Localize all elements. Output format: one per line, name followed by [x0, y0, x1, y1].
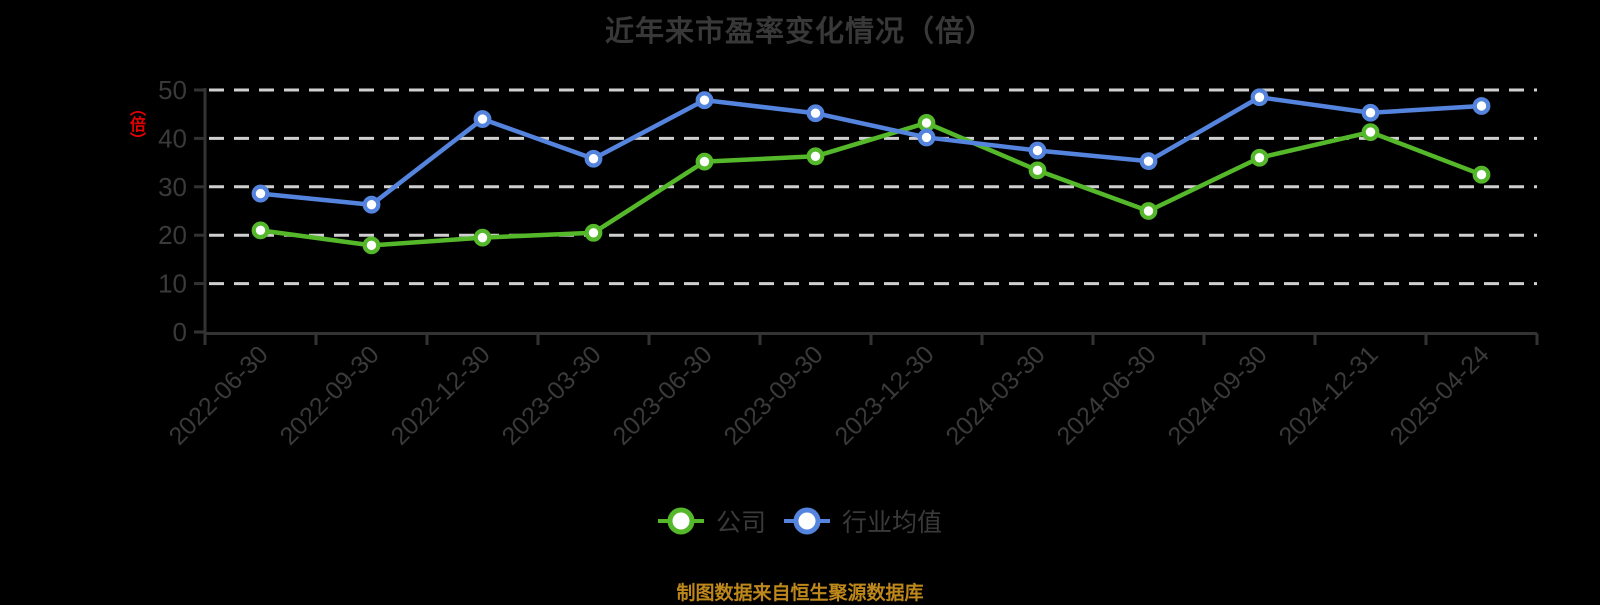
legend-label-company: 公司	[715, 509, 766, 537]
company-data-point-marker[interactable]	[362, 236, 381, 255]
y-axis-unit-label: （倍）	[127, 100, 144, 148]
industry-average-data-point-marker[interactable]	[695, 91, 714, 110]
company-series-line	[258, 120, 1484, 248]
company-data-point-marker[interactable]	[695, 152, 714, 171]
company-data-point-marker[interactable]	[1139, 202, 1158, 220]
company-data-point-marker[interactable]	[1250, 148, 1269, 167]
x-tick-label: 2024-12-31	[1274, 340, 1384, 450]
industry-average-data-point-marker[interactable]	[917, 128, 936, 147]
y-tick-label: 50	[158, 75, 187, 105]
x-tick-label: 2024-06-30	[1052, 340, 1162, 450]
x-tick-label: 2023-12-30	[830, 340, 940, 450]
industry-average-data-point-marker[interactable]	[806, 104, 825, 123]
industry-average-data-point-marker[interactable]	[584, 149, 603, 168]
chart-title: 近年来市盈率变化情况（倍）	[604, 16, 995, 48]
legend-item-company[interactable]: 公司	[657, 503, 766, 539]
legend: 公司 行业均值	[0, 503, 1600, 539]
company-data-point-marker[interactable]	[1028, 161, 1047, 180]
company-data-point-marker[interactable]	[251, 221, 270, 240]
y-tick-label: 0	[173, 317, 187, 347]
industry-average-data-point-marker[interactable]	[1250, 88, 1269, 107]
industry-average-data-point-marker[interactable]	[1139, 152, 1158, 171]
x-tick-label: 2022-09-30	[275, 340, 385, 450]
y-tick-label: 20	[158, 220, 187, 250]
industry-average-data-point-marker[interactable]	[1472, 97, 1491, 115]
industry-average-data-point-marker[interactable]	[251, 184, 270, 203]
industry-average-data-point-marker[interactable]	[362, 195, 381, 214]
x-tick-label: 2024-03-30	[941, 340, 1051, 450]
x-tick-label: 2023-09-30	[719, 340, 829, 450]
x-tick-label: 2025-04-24	[1385, 340, 1495, 450]
company-data-point-marker[interactable]	[1361, 123, 1380, 142]
company-data-point-marker[interactable]	[473, 228, 492, 247]
legend-label-industry-average: 行业均值	[842, 509, 943, 537]
company-data-point-marker[interactable]	[806, 147, 825, 166]
industry-average-legend-marker-icon	[784, 507, 830, 535]
y-tick-label: 30	[158, 172, 187, 202]
y-tick-label: 40	[158, 123, 187, 153]
data-source-note: 制图数据来自恒生聚源数据库	[676, 583, 924, 604]
company-data-point-marker[interactable]	[1472, 165, 1491, 184]
x-tick-label: 2023-03-30	[497, 340, 607, 450]
industry-average-data-point-marker[interactable]	[1028, 141, 1047, 160]
x-tick-label: 2022-06-30	[164, 340, 274, 450]
company-data-point-marker[interactable]	[917, 114, 936, 132]
company-data-point-marker[interactable]	[584, 223, 603, 242]
industry-average-data-point-marker[interactable]	[473, 110, 492, 128]
x-tick-label: 2022-12-30	[386, 340, 496, 450]
y-tick-label: 10	[158, 269, 187, 299]
industry-average-data-point-marker[interactable]	[1361, 103, 1380, 122]
company-legend-marker-icon	[657, 507, 704, 535]
x-tick-label: 2024-09-30	[1163, 340, 1273, 450]
legend-item-industry-average[interactable]: 行业均值	[784, 503, 942, 539]
x-tick-label: 2023-06-30	[608, 340, 718, 450]
industry-average-series-line	[258, 95, 1484, 207]
